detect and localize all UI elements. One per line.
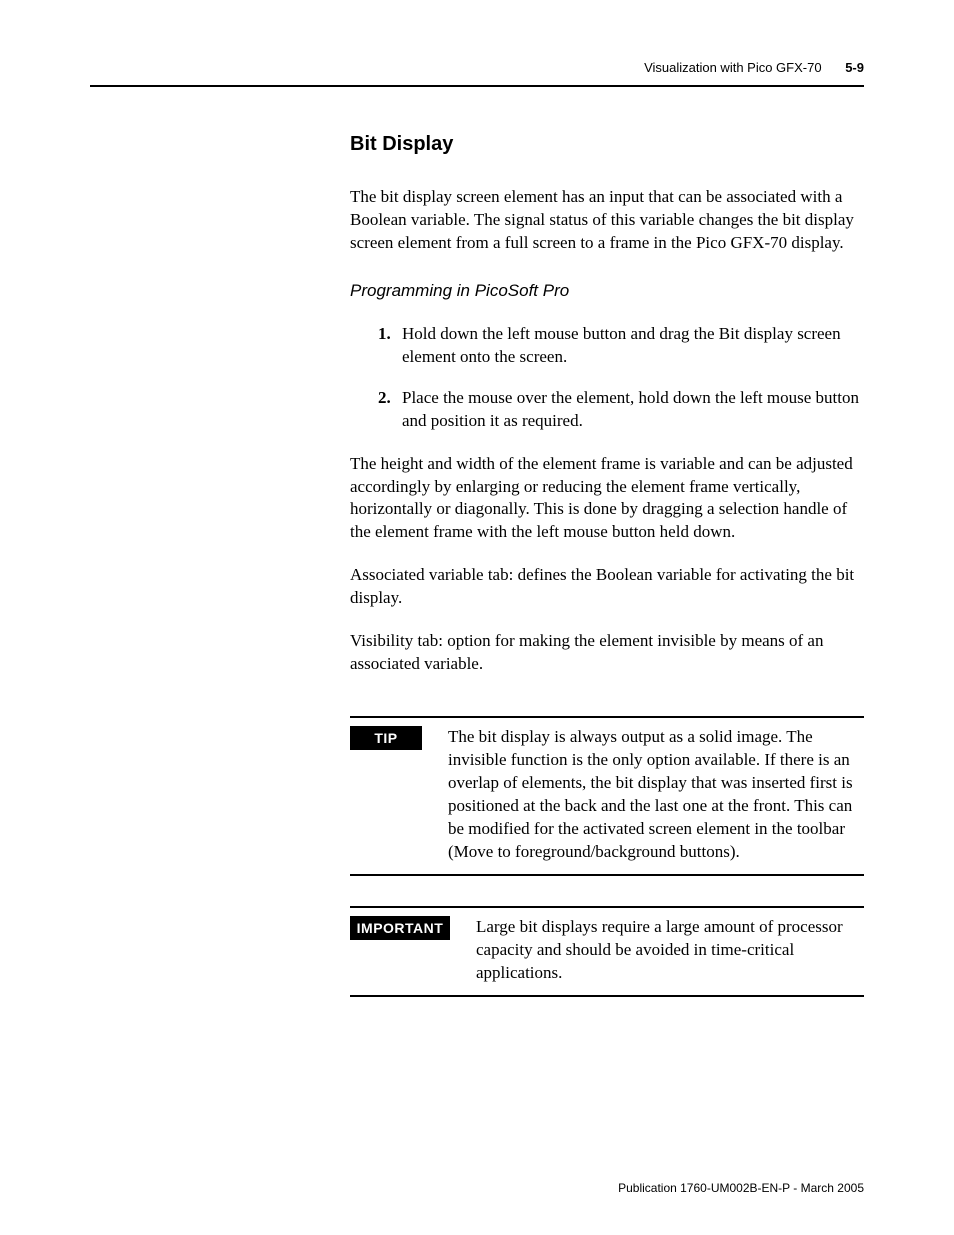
page-number: 5-9	[845, 60, 864, 75]
subheading: Programming in PicoSoft Pro	[350, 281, 864, 301]
tip-text: The bit display is always output as a so…	[448, 726, 864, 864]
important-label: IMPORTANT	[350, 916, 450, 940]
chapter-title: Visualization with Pico GFX-70	[644, 60, 822, 75]
step-number: 1.	[378, 323, 391, 346]
list-item: 2. Place the mouse over the element, hol…	[378, 387, 864, 433]
steps-list: 1. Hold down the left mouse button and d…	[378, 323, 864, 433]
tip-callout: TIP The bit display is always output as …	[350, 716, 864, 876]
content-area: Bit Display The bit display screen eleme…	[350, 133, 864, 997]
body-paragraph: Associated variable tab: defines the Boo…	[350, 564, 864, 610]
important-text: Large bit displays require a large amoun…	[476, 916, 864, 985]
step-text: Hold down the left mouse button and drag…	[402, 324, 841, 366]
page: Visualization with Pico GFX-70 5-9 Bit D…	[0, 0, 954, 1235]
body-paragraph: The height and width of the element fram…	[350, 453, 864, 545]
intro-paragraph: The bit display screen element has an in…	[350, 186, 864, 255]
publication-text: Publication 1760-UM002B-EN-P - March 200…	[618, 1181, 864, 1195]
list-item: 1. Hold down the left mouse button and d…	[378, 323, 864, 369]
important-callout: IMPORTANT Large bit displays require a l…	[350, 906, 864, 997]
page-header: Visualization with Pico GFX-70 5-9	[90, 60, 864, 87]
tip-label: TIP	[350, 726, 422, 750]
step-number: 2.	[378, 387, 391, 410]
section-title: Bit Display	[350, 133, 864, 156]
body-paragraph: Visibility tab: option for making the el…	[350, 630, 864, 676]
page-footer: Publication 1760-UM002B-EN-P - March 200…	[618, 1181, 864, 1195]
step-text: Place the mouse over the element, hold d…	[402, 388, 859, 430]
